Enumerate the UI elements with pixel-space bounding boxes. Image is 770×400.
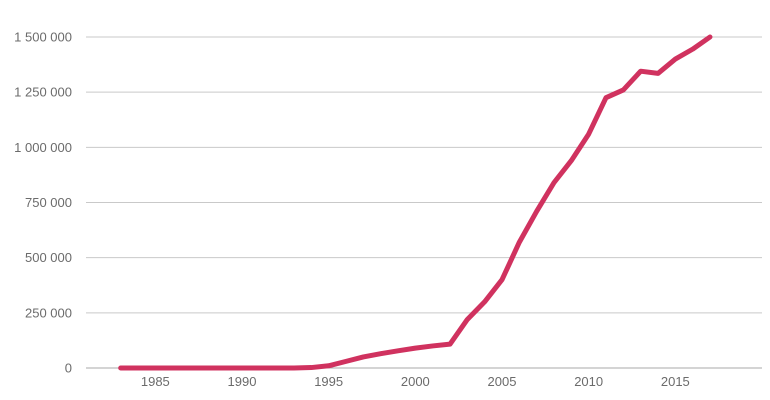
y-axis-tick-labels: 0 250 000 500 000 750 000 1 000 000 1 250 000… <box>14 30 72 376</box>
y-tick-label: 1 250 000 <box>14 85 72 100</box>
y-tick-label: 750 000 <box>25 195 72 210</box>
y-tick-label: 250 000 <box>25 305 72 320</box>
x-tick-label: 2015 <box>661 374 690 389</box>
x-tick-label: 2005 <box>488 374 517 389</box>
y-tick-label: 0 <box>65 361 72 376</box>
y-tick-label: 1 500 000 <box>14 30 72 45</box>
y-tick-label: 500 000 <box>25 250 72 265</box>
series-line-0 <box>118 34 713 371</box>
x-axis-tick-labels: 1985 1990 1995 2000 2005 2010 2015 <box>141 374 690 389</box>
x-tick-label: 1990 <box>228 374 257 389</box>
y-tick-label: 1 000 000 <box>14 140 72 155</box>
x-tick-label: 1985 <box>141 374 170 389</box>
series-layer <box>118 34 713 371</box>
x-tick-label: 2000 <box>401 374 430 389</box>
x-tick-label: 1995 <box>314 374 343 389</box>
gridlines <box>86 36 762 369</box>
x-tick-label: 2010 <box>574 374 603 389</box>
